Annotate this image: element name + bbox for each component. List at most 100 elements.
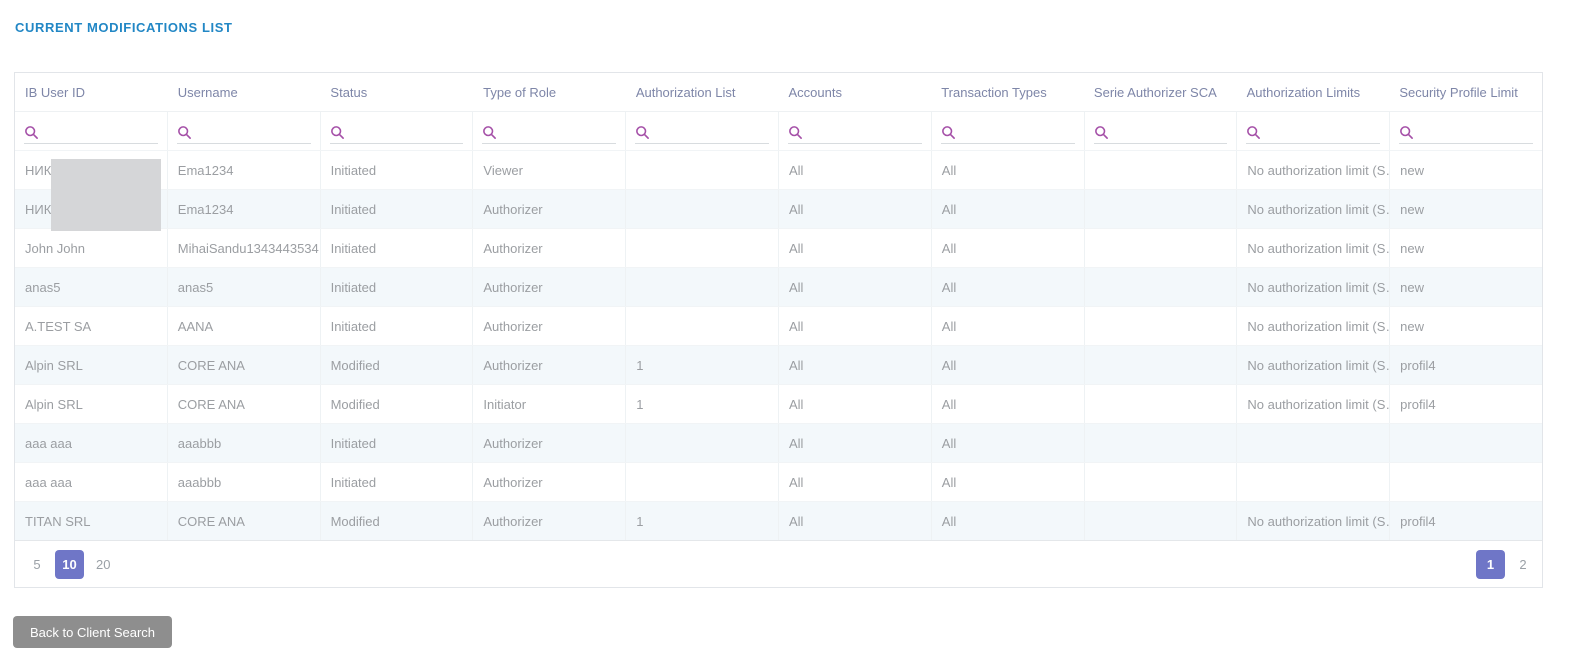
page-size-option-5[interactable]: 5 [33,556,41,572]
filter-cell-status [321,112,474,150]
table-cell-username: MihaiSandu1343443534 [168,229,321,267]
table-cell-username: CORE ANA [168,502,321,540]
search-input-username[interactable] [197,124,311,140]
back-to-client-search-button[interactable]: Back to Client Search [13,616,173,648]
page-size-option-10[interactable]: 10 [55,549,84,579]
table-cell-type-of-role: Authorizer [473,463,627,501]
table-row: aaa aaa aaabbb Initiated Authorizer All All [15,423,1542,462]
page-number-1[interactable]: 1 [1476,549,1505,579]
search-input-security-profile-limit[interactable] [1420,124,1533,140]
table-cell-ib-user-id: A.TEST SA [15,307,168,345]
table-cell-serie-authorizer-sca [1085,346,1238,384]
table-cell-serie-authorizer-sca [1085,268,1238,306]
table-cell-username: CORE ANA [168,346,321,384]
search-input-ib-user-id[interactable] [45,124,158,140]
table-cell-authorization-list [626,463,779,501]
column-header-type-of-role: Type of Role [483,84,557,100]
table-cell-transaction-types: All [932,346,1085,384]
search-icon [1094,125,1108,139]
table-row: НИК Ema1234 Initiated Authorizer All All No au… [15,189,1542,228]
filter-field-authorization-list [635,124,769,144]
column-header-serie-authorizer-sca: Serie Authorizer SCA [1093,84,1217,100]
table-cell-authorization-limits: No authorization limit (S… [1237,151,1391,189]
search-input-transaction-types[interactable] [961,124,1075,140]
table-cell-type-of-role: Authorizer [473,502,627,540]
filter-field-accounts [787,124,922,144]
table-cell-transaction-types: All [932,385,1085,423]
search-icon [636,125,650,139]
table-filter-row [15,111,1542,150]
table-row: Alpin SRL CORE ANA Modified Authorizer 1 All A… [15,345,1542,384]
table-cell-transaction-types: All [932,502,1085,540]
table-cell-username: aaabbb [168,424,321,462]
table-cell-ib-user-id: Alpin SRL [15,385,168,423]
table-cell-ib-user-id: John John [15,229,168,267]
table-cell-transaction-types: All [932,190,1085,228]
table-cell-authorization-limits: No authorization limit (S… [1237,229,1391,267]
table-cell-ib-user-id: aaa aaa [15,463,168,501]
search-icon [789,125,802,139]
search-icon [177,125,191,139]
column-header-authorization-limits: Authorization Limits [1246,84,1361,100]
search-input-type-of-role[interactable] [503,124,617,140]
column-header-accounts: Accounts [788,84,842,100]
table-cell-security-profile-limit: profil4 [1400,513,1436,529]
search-input-authorization-limits[interactable] [1267,124,1381,140]
search-icon [941,125,955,139]
table-cell-authorization-list: 1 [626,385,779,423]
table-cell-ib-user-id: TITAN SRL [15,502,168,540]
table-cell-serie-authorizer-sca [1085,307,1238,345]
table-cell-accounts: All [779,190,932,228]
search-input-status[interactable] [350,124,464,140]
search-input-accounts[interactable] [808,124,922,140]
table-cell-username: Ema1234 [168,151,321,189]
table-cell-authorization-limits [1237,424,1391,462]
table-cell-type-of-role: Viewer [473,151,627,189]
table-cell-security-profile-limit: new [1400,318,1425,334]
filter-cell-type-of-role [473,112,627,150]
redaction-overlay [51,159,161,231]
filter-cell-accounts [779,112,932,150]
table-cell-accounts: All [779,268,932,306]
table-cell-transaction-types: All [932,463,1085,501]
page-number-2[interactable]: 2 [1519,556,1527,572]
filter-cell-authorization-list [626,112,779,150]
filter-field-authorization-limits [1246,124,1381,144]
table-cell-status: Modified [321,502,474,540]
table-cell-username: anas5 [168,268,321,306]
filter-cell-username [168,112,321,150]
search-input-serie-authorizer-sca[interactable] [1114,124,1228,140]
filter-field-ib-user-id [24,124,158,144]
table-cell-status: Initiated [321,229,474,267]
table-cell-serie-authorizer-sca [1085,502,1238,540]
table-row: aaa aaa aaabbb Initiated Authorizer All All [15,462,1542,501]
column-header-security-profile-limit: Security Profile Limit [1399,84,1518,100]
table-cell-status: Initiated [321,307,474,345]
table-row: Alpin SRL CORE ANA Modified Initiator 1 All Al… [15,384,1542,423]
table-cell-serie-authorizer-sca [1085,385,1238,423]
page-title: CURRENT MODIFICATIONS LIST [15,20,233,35]
table-row: John John MihaiSandu1343443534 Initiated Au… [15,228,1542,267]
table-cell-accounts: All [779,229,932,267]
table-cell-security-profile-limit: profil4 [1400,396,1436,412]
table-cell-authorization-list [626,151,779,189]
table-cell-ib-user-id: aaa aaa [15,424,168,462]
table-cell-status: Initiated [321,151,474,189]
table-cell-security-profile-limit: new [1400,279,1425,295]
search-input-authorization-list[interactable] [656,124,769,140]
filter-cell-transaction-types [932,112,1085,150]
table-cell-authorization-list [626,229,779,267]
table-cell-ib-user-id: Alpin SRL [15,346,168,384]
table-cell-authorization-list: 1 [626,502,779,540]
table-cell-status: Initiated [321,424,474,462]
page-size-option-20[interactable]: 20 [96,556,111,572]
table-cell-transaction-types: All [932,424,1085,462]
table-cell-security-profile-limit: profil4 [1400,357,1436,373]
table-cell-authorization-limits [1237,463,1391,501]
table-cell-accounts: All [779,463,932,501]
table-cell-accounts: All [779,385,932,423]
table-cell-type-of-role: Authorizer [473,307,627,345]
table-cell-accounts: All [779,151,932,189]
